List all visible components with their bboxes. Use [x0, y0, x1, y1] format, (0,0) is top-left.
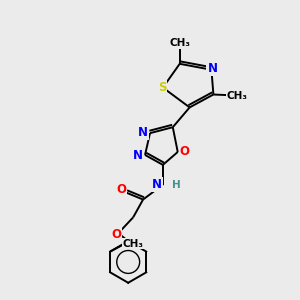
Text: O: O [111, 228, 121, 241]
Text: N: N [138, 126, 148, 139]
Text: H: H [172, 180, 181, 190]
Text: CH₃: CH₃ [122, 238, 143, 249]
Text: N: N [207, 62, 218, 75]
Text: O: O [180, 146, 190, 158]
Text: N: N [152, 178, 162, 191]
Text: S: S [158, 81, 166, 94]
Text: CH₃: CH₃ [227, 91, 248, 100]
Text: O: O [116, 183, 126, 196]
Text: CH₃: CH₃ [169, 38, 190, 48]
Text: N: N [133, 149, 143, 162]
